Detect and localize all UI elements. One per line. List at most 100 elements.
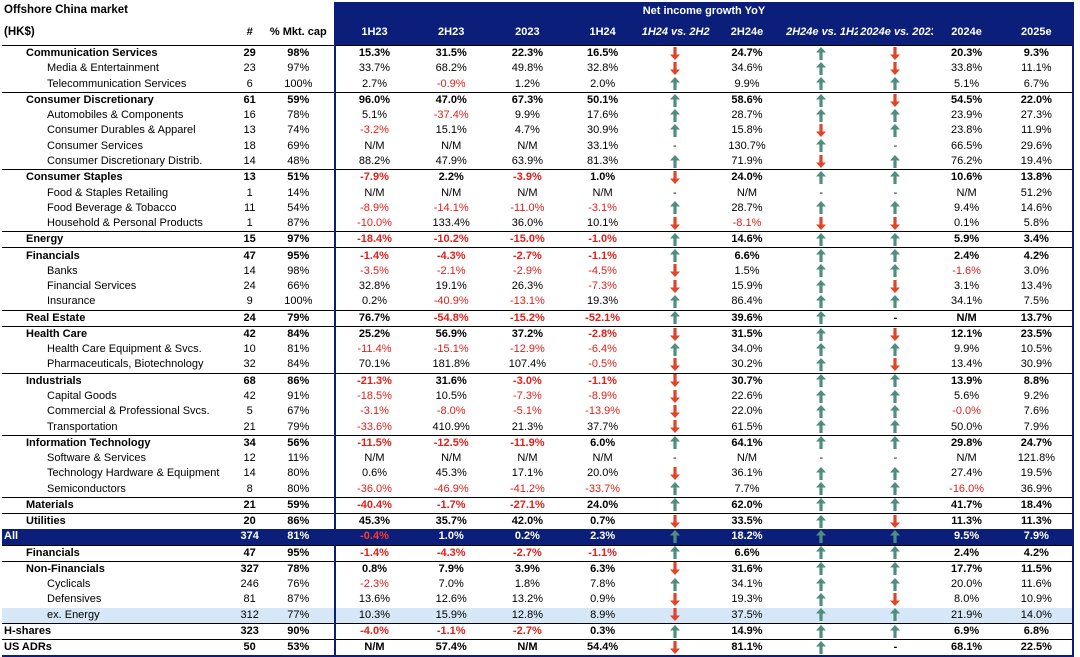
growth-value: 86.4%: [710, 294, 784, 310]
arrow-down-icon: [890, 514, 901, 528]
growth-value-text: -8.1%: [732, 217, 762, 230]
growth-value-text: 70.1%: [358, 358, 391, 371]
growth-value-text: 3.0%: [1023, 264, 1049, 277]
trend-indicator: [640, 466, 710, 481]
growth-value-text: 17.6%: [587, 109, 619, 122]
growth-value: 37.2%: [489, 325, 566, 343]
growth-value: -40.4%: [333, 496, 414, 514]
trend-indicator: [640, 592, 710, 607]
arrow-down-icon: [669, 46, 680, 60]
growth-value-text: 27.3%: [1020, 109, 1052, 122]
growth-value: 81.3%: [566, 154, 640, 170]
growth-value-text: 50.1%: [587, 93, 619, 106]
growth-value: -0.9%: [413, 77, 489, 93]
growth-value: -4.5%: [566, 264, 640, 279]
growth-value: -41.2%: [489, 481, 565, 497]
growth-value: 37.7%: [566, 419, 640, 435]
mkt-cap-share: 54%: [287, 201, 310, 214]
growth-value-text: 6.6%: [734, 546, 760, 559]
column-header-6: 2H24e: [709, 19, 785, 46]
growth-value: 19.3%: [710, 592, 784, 607]
arrow-down-icon: [890, 593, 901, 607]
arrow-up-icon: [890, 77, 901, 91]
mkt-cap-share: 87%: [287, 217, 310, 230]
company-count: 14: [243, 154, 256, 167]
company-count: 14: [243, 264, 256, 277]
trend-indicator: [640, 389, 710, 404]
growth-value: 7.0%: [413, 577, 489, 592]
growth-value-text: 15.9%: [435, 608, 467, 621]
table-row: Media & Entertainment 23 97% 33.7% 68.2% 49.8…: [2, 61, 1075, 77]
mkt-cap-share: 78%: [262, 560, 335, 578]
arrow-down-icon: [669, 61, 680, 75]
growth-value: 1.0%: [565, 169, 640, 186]
growth-value: 28.7%: [710, 108, 784, 123]
growth-value: 22.5%: [1000, 639, 1075, 657]
growth-value-text: 0.1%: [954, 217, 980, 230]
growth-value: 12.8%: [489, 607, 566, 624]
growth-value: 7.6%: [1000, 404, 1075, 420]
mkt-cap-share: 78%: [287, 109, 310, 122]
growth-value: 1.5%: [710, 264, 784, 279]
growth-value: 4.2%: [1000, 247, 1075, 264]
mkt-cap-share: 76%: [287, 578, 310, 591]
arrow-up-icon: [890, 374, 901, 388]
growth-value-text: 96.0%: [358, 93, 391, 106]
trend-indicator: [858, 91, 933, 109]
growth-value: 9.9%: [489, 108, 565, 123]
arrow-up-icon: [669, 624, 680, 638]
table-row: Health Care Equipment & Svcs. 10 81% -11.4%…: [2, 342, 1075, 358]
trend-indicator: [858, 154, 932, 170]
growth-value: -10.0%: [333, 215, 414, 232]
growth-value: 8.8%: [1000, 372, 1075, 389]
growth-value-text: -1.7%: [436, 498, 466, 511]
growth-value-text: -8.0%: [436, 405, 466, 418]
growth-value: 0.2%: [333, 294, 414, 311]
growth-value: 11.9%: [1000, 123, 1075, 139]
trend-indicator: [640, 123, 710, 138]
growth-value: 10.5%: [1000, 342, 1075, 358]
growth-value: 68.2%: [413, 61, 489, 76]
mkt-cap-share: 80%: [287, 467, 310, 480]
growth-value: 10.6%: [932, 169, 1001, 186]
growth-value-text: 54.5%: [950, 93, 983, 106]
growth-value: 34.1%: [933, 294, 1001, 310]
row-label: Non-Financials: [2, 560, 237, 578]
arrow-up-icon: [816, 46, 827, 60]
trend-indicator: [858, 529, 933, 545]
group-header: Net income growth YoY: [333, 2, 1075, 19]
growth-value-text: -12.9%: [509, 343, 545, 356]
growth-value-text: 19.3%: [731, 593, 763, 606]
growth-value-text: 23.5%: [1020, 327, 1052, 340]
arrow-up-icon: [816, 593, 827, 607]
arrow-down-icon: [890, 216, 901, 230]
trend-indicator: [640, 108, 710, 123]
growth-value-text: -2.7%: [513, 249, 542, 262]
arrow-up-icon: [669, 577, 680, 591]
growth-value: 29.6%: [1000, 138, 1075, 154]
trend-indicator: [858, 45, 933, 62]
company-count: 61: [236, 91, 263, 109]
arrow-up-icon: [816, 311, 827, 325]
growth-value: 6.9%: [932, 622, 1001, 640]
growth-value-text: 18.4%: [1020, 498, 1052, 511]
trend-indicator: [858, 325, 933, 343]
growth-value-text: 81.1%: [731, 641, 763, 654]
growth-value: 58.6%: [709, 91, 785, 109]
growth-value: 33.8%: [933, 61, 1001, 76]
growth-value-text: N/M: [517, 139, 538, 152]
growth-value: 33.1%: [566, 139, 640, 154]
growth-value-text: N/M: [736, 452, 758, 465]
growth-value-text: 0.6%: [361, 467, 388, 480]
growth-value-text: 4.2%: [1023, 546, 1049, 559]
growth-value: 19.4%: [1000, 153, 1075, 170]
growth-value-text: -2.7%: [513, 546, 542, 559]
table-row: Food Beverage & Tobacco 11 54% -8.9% -14.1% -…: [2, 200, 1075, 216]
growth-value-text: 14.0%: [1020, 608, 1052, 621]
mkt-cap-share: 100%: [284, 77, 313, 90]
growth-value-text: 37.2%: [511, 327, 543, 340]
growth-value-text: 25.2%: [358, 327, 391, 340]
trend-indicator: [858, 592, 932, 607]
mkt-cap-share: 11%: [287, 452, 309, 465]
mkt-cap-share: 66%: [287, 280, 310, 293]
